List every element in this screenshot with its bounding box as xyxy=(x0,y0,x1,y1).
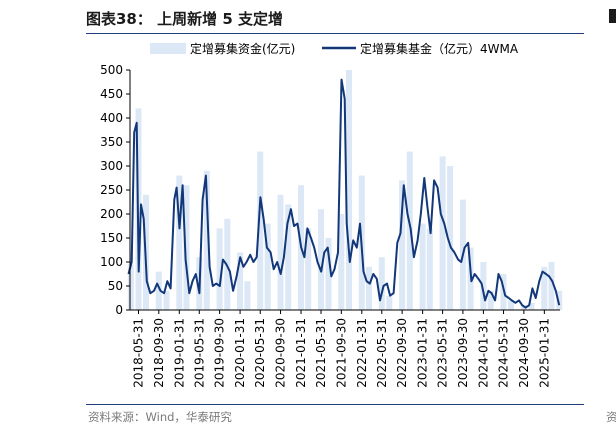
bar-point xyxy=(285,204,292,310)
bar-point xyxy=(216,228,223,310)
x-tick-label: 2019-09-30 xyxy=(213,318,227,388)
bar-point xyxy=(508,300,514,310)
source-note: 资料来源：Wind，华泰研究 xyxy=(88,410,232,424)
bar-point xyxy=(419,223,426,310)
x-tick-label: 2021-09-30 xyxy=(334,318,348,388)
bar-point xyxy=(548,262,555,310)
bar-point xyxy=(346,70,352,310)
bar-point xyxy=(366,266,372,310)
bar-point xyxy=(264,223,271,310)
bar-point xyxy=(556,290,563,310)
title-divider xyxy=(86,33,584,34)
x-tick-label: 2022-09-30 xyxy=(395,318,409,388)
bar-point xyxy=(176,175,183,310)
bar-point xyxy=(378,257,385,310)
x-tick-label: 2020-09-30 xyxy=(274,318,288,388)
x-tick-label: 2024-09-30 xyxy=(517,318,531,388)
page-title: 图表38： 上周新增 5 支定增 xyxy=(86,10,283,28)
x-tick-label: 2021-01-31 xyxy=(294,318,308,388)
bar-point xyxy=(439,156,446,310)
bar-point xyxy=(244,281,251,310)
legend-label-bars: 定增募集资金(亿元) xyxy=(190,41,295,56)
bar-point xyxy=(338,214,345,310)
x-tick-label: 2023-09-30 xyxy=(456,318,470,388)
bar-point xyxy=(406,151,413,310)
y-tick-label: 250 xyxy=(100,183,123,197)
source-divider xyxy=(86,404,584,405)
chart-title-bar: 图表38： 上周新增 5 支定增 xyxy=(86,0,586,34)
y-tick-label: 350 xyxy=(100,135,123,149)
bar-point xyxy=(183,185,190,310)
bar-point xyxy=(305,228,312,310)
bar-point xyxy=(447,166,454,310)
y-tick-label: 400 xyxy=(100,111,123,125)
y-tick-label: 450 xyxy=(100,87,123,101)
x-tick-label: 2019-01-31 xyxy=(172,318,186,388)
bar-point xyxy=(257,151,264,310)
x-tick-label: 2025-01-31 xyxy=(537,318,551,388)
bar-point xyxy=(386,295,393,310)
y-tick-label: 500 xyxy=(100,63,123,77)
x-tick-label: 2018-09-30 xyxy=(152,318,166,388)
x-tick-label: 2023-05-31 xyxy=(436,318,450,388)
axes-layer: 0 50 100 150 200 250 300 350 400 450 500 2018-05-31… xyxy=(100,63,560,388)
y-tick-label: 150 xyxy=(100,231,123,245)
x-tick-label: 2021-05-31 xyxy=(314,318,328,388)
cropped-source-glyph: 资 xyxy=(606,410,616,424)
bar-point xyxy=(528,302,535,310)
y-tick-label: 300 xyxy=(100,159,123,173)
x-tick-label: 2024-01-31 xyxy=(476,318,490,388)
series-line-4wma xyxy=(127,78,561,309)
bar-point xyxy=(277,194,284,310)
bar-point xyxy=(163,290,170,310)
x-tick-label: 2022-01-31 xyxy=(355,318,369,388)
bar-point xyxy=(127,264,134,310)
bar-point xyxy=(325,238,332,310)
bar-point xyxy=(541,266,548,310)
y-tick-label: 200 xyxy=(100,207,123,221)
y-tick-label: 100 xyxy=(100,255,123,269)
x-tick-label: 2024-05-31 xyxy=(497,318,511,388)
x-tick-label: 2020-01-31 xyxy=(233,318,247,388)
cropped-edge-marker xyxy=(609,9,616,23)
x-tick-label: 2018-05-31 xyxy=(131,318,145,388)
bar-point xyxy=(426,228,433,310)
legend-swatch-bars xyxy=(150,43,186,54)
y-tick-label: 50 xyxy=(108,279,123,293)
x-tick-label: 2019-05-31 xyxy=(192,318,206,388)
legend-label-line: 定增募集基金（亿元）4WMA xyxy=(360,41,519,56)
bar-point xyxy=(487,290,494,310)
bar-point xyxy=(155,271,162,310)
legend: 定增募集资金(亿元) 定增募集基金（亿元）4WMA xyxy=(150,41,519,56)
bar-point xyxy=(399,180,406,310)
bar-point xyxy=(237,252,244,310)
line-layer xyxy=(127,78,561,309)
x-tick-label: 2022-05-31 xyxy=(375,318,389,388)
x-tick-label: 2023-01-31 xyxy=(416,318,430,388)
bar-point xyxy=(203,170,210,310)
y-tick-label: 0 xyxy=(115,303,123,317)
bar-point xyxy=(318,209,324,310)
bar-point xyxy=(480,262,487,310)
x-tick-label: 2020-05-31 xyxy=(253,318,267,388)
